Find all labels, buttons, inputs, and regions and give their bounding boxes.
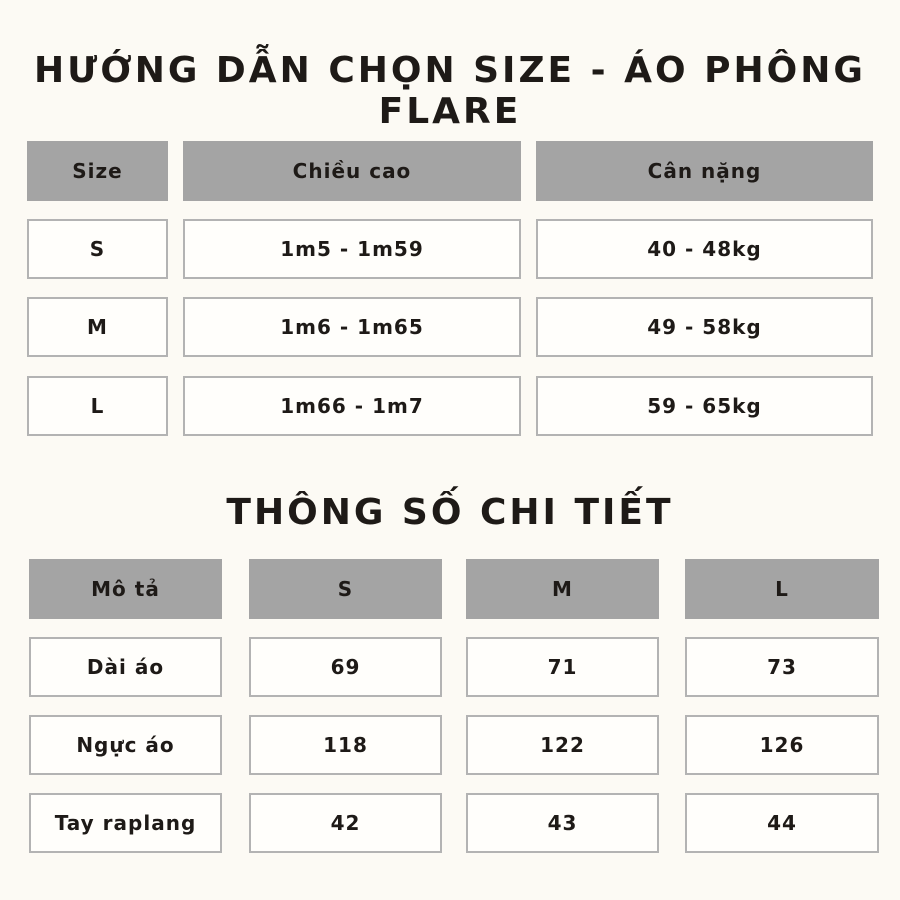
page-title: HƯỚNG DẪN CHỌN SIZE - ÁO PHÔNG FLARE [34,50,866,132]
column-header: Size [27,141,168,201]
table-cell: 1m66 - 1m7 [183,376,521,436]
table-cell: 44 [685,793,879,853]
table-cell: 1m6 - 1m65 [183,297,521,357]
column-header: Cân nặng [536,141,873,201]
table-cell: 122 [466,715,659,775]
table-cell: 40 - 48kg [536,219,873,279]
column-header: S [249,559,442,619]
table-cell: M [27,297,168,357]
table-cell: 71 [466,637,659,697]
table-cell: Ngực áo [29,715,222,775]
column-header: L [685,559,879,619]
table-cell: L [27,376,168,436]
table-cell: 69 [249,637,442,697]
table-cell: 73 [685,637,879,697]
table-cell: Tay raplang [29,793,222,853]
table-cell: S [27,219,168,279]
table-cell: 59 - 65kg [536,376,873,436]
table-cell: 1m5 - 1m59 [183,219,521,279]
table-cell: Dài áo [29,637,222,697]
table-cell: 42 [249,793,442,853]
column-header: M [466,559,659,619]
table-cell: 43 [466,793,659,853]
section-title: THÔNG SỐ CHI TIẾT [226,492,674,533]
table-cell: 126 [685,715,879,775]
column-header: Mô tả [29,559,222,619]
column-header: Chiều cao [183,141,521,201]
table-cell: 118 [249,715,442,775]
table-cell: 49 - 58kg [536,297,873,357]
